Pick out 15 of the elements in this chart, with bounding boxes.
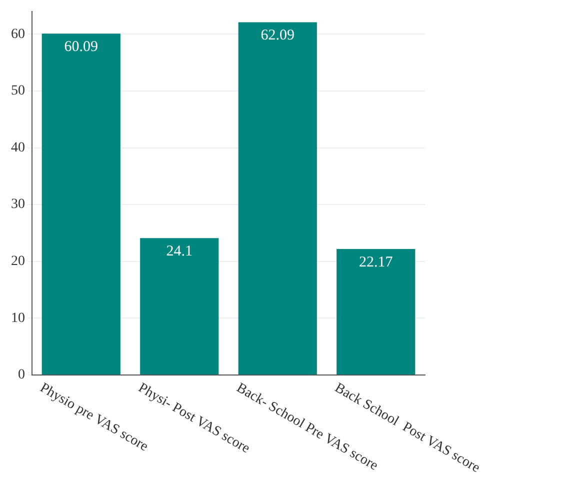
bar [238,22,317,374]
bar [140,238,219,374]
y-tick-label: 30 [11,197,25,212]
data-label: 62.09 [260,28,294,44]
y-tick-label: 60 [11,26,25,42]
bar [42,34,120,374]
y-tick-label: 10 [11,310,25,326]
bar [336,249,416,374]
data-label: 24.1 [166,244,192,260]
y-tick-label: 0 [18,368,25,383]
y-tick-label: 50 [11,84,25,99]
y-tick-label: 20 [11,254,25,270]
data-label: 22.17 [359,254,394,270]
y-tick-label: 40 [11,140,25,156]
data-label: 60.09 [64,39,98,56]
